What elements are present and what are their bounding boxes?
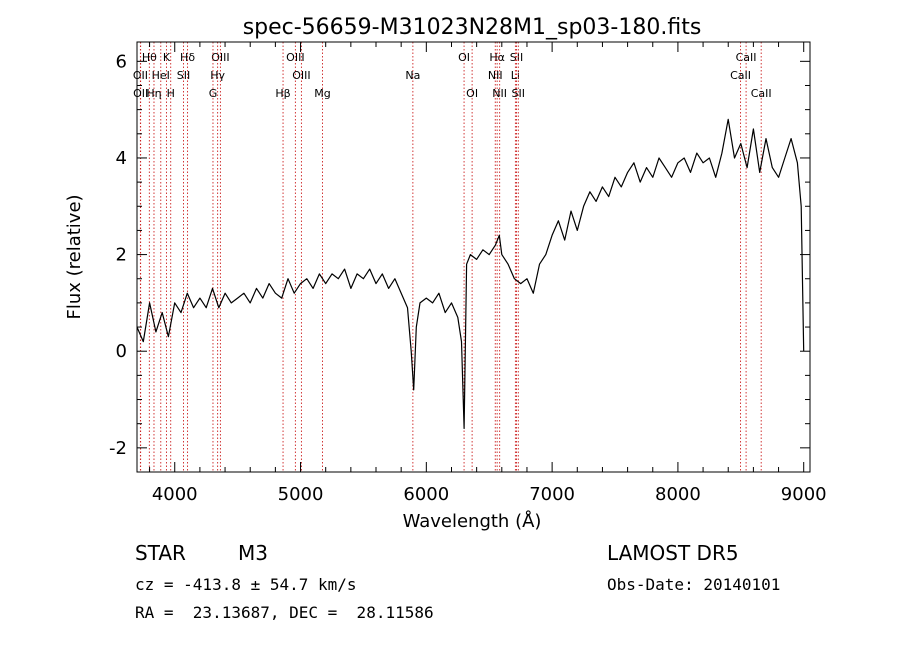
spectrum-series-line: [136, 118, 805, 430]
object-subclass: M3: [238, 541, 268, 565]
object-class: STAR: [135, 541, 186, 565]
spectral-marker-label: Hη: [146, 87, 161, 100]
spectral-marker-label: SII: [510, 51, 523, 64]
spectral-marker-label: Mg: [314, 87, 330, 100]
y-axis-label: Flux (relative): [64, 194, 85, 319]
spectral-marker-label: G: [209, 87, 218, 100]
axes: 4000 5000 6000 7000 8000 9000 -2 0 2 4 6: [109, 42, 827, 505]
y-tick-label: 6: [116, 51, 127, 72]
spectral-marker-label: Li: [511, 69, 520, 82]
observation-date: Obs-Date: 20140101: [607, 575, 781, 594]
spectral-marker-label: CaII: [736, 51, 757, 64]
spectral-marker-label: Hα: [489, 51, 505, 64]
spectral-marker-label: CaII: [751, 87, 772, 100]
spectral-marker-label: H: [167, 87, 175, 100]
spectral-marker-label: OIII: [286, 51, 304, 64]
x-tick-label: 9000: [781, 484, 827, 505]
survey-name: LAMOST DR5: [607, 541, 739, 565]
y-tick-label: 4: [116, 148, 127, 169]
spectral-marker-label: Hβ: [275, 87, 290, 100]
spectral-marker-label: CaII: [730, 69, 751, 82]
x-tick-label: 8000: [655, 484, 701, 505]
y-tick-label: 2: [116, 245, 127, 266]
x-tick-label: 7000: [529, 484, 575, 505]
x-tick-label: 6000: [403, 484, 449, 505]
spectral-marker-label: OI: [466, 87, 478, 100]
x-tick-label: 5000: [278, 484, 324, 505]
sky-coordinates: RA = 23.13687, DEC = 28.11586: [135, 603, 434, 622]
y-tick-label: 0: [116, 341, 127, 362]
x-tick-label: 4000: [152, 484, 198, 505]
spectral-marker-label: NII: [492, 87, 507, 100]
spectral-marker-label: NII: [488, 69, 503, 82]
spectral-marker-label: Hδ: [180, 51, 195, 64]
spectral-marker-label: SII: [177, 69, 190, 82]
redshift-velocity: cz = -413.8 ± 54.7 km/s: [135, 575, 357, 594]
x-axis-label: Wavelength (Å): [403, 510, 542, 532]
spectral-marker-label: Na: [405, 69, 420, 82]
chart-title: spec-56659-M31023N28M1_sp03-180.fits: [243, 15, 702, 40]
spectral-marker-label: Hθ: [142, 51, 157, 64]
spectral-marker-label: SII: [512, 87, 525, 100]
spectral-marker-label: OI: [458, 51, 470, 64]
spectral-marker-label: K: [163, 51, 171, 64]
spectral-marker-label: OIII: [211, 51, 229, 64]
spectral-marker-label: Hγ: [210, 69, 225, 82]
spectral-marker-label: HeI: [152, 69, 170, 82]
y-tick-label: -2: [109, 438, 127, 459]
plot-frame: [136, 41, 811, 473]
spectral-marker-label: OIII: [292, 69, 310, 82]
